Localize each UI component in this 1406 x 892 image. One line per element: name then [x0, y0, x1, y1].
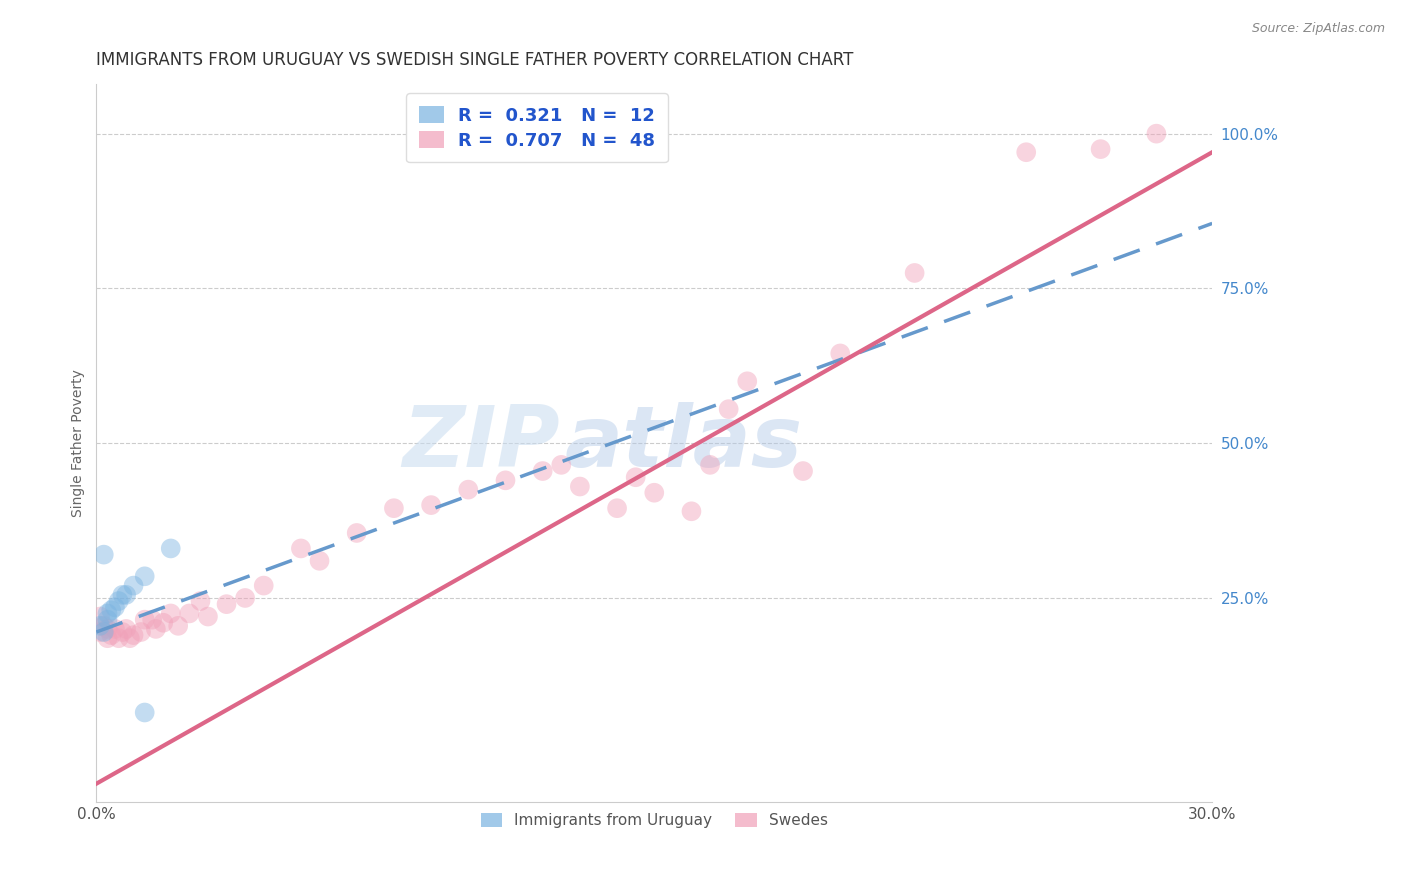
Point: [96, 607, 118, 621]
Point: [115, 588, 138, 602]
Point: [420, 498, 443, 512]
Point: [96, 631, 118, 645]
Text: IMMIGRANTS FROM URUGUAY VS SWEDISH SINGLE FATHER POVERTY CORRELATION CHART: IMMIGRANTS FROM URUGUAY VS SWEDISH SINGL…: [97, 51, 853, 69]
Text: ZIP: ZIP: [402, 401, 560, 484]
Point: [93, 548, 115, 562]
Point: [159, 607, 181, 621]
Point: [96, 622, 118, 636]
Point: [346, 525, 368, 540]
Point: [717, 402, 740, 417]
Point: [89, 619, 111, 633]
Point: [93, 619, 115, 633]
Point: [115, 622, 138, 636]
Point: [107, 594, 129, 608]
Point: [141, 613, 163, 627]
Point: [735, 374, 758, 388]
Text: atlas: atlas: [565, 401, 803, 484]
Point: [100, 628, 122, 642]
Point: [118, 631, 141, 645]
Point: [792, 464, 814, 478]
Point: [89, 609, 111, 624]
Point: [699, 458, 721, 472]
Text: Source: ZipAtlas.com: Source: ZipAtlas.com: [1251, 22, 1385, 36]
Point: [290, 541, 312, 556]
Point: [134, 613, 156, 627]
Point: [89, 625, 111, 640]
Point: [457, 483, 479, 497]
Point: [1144, 127, 1167, 141]
Point: [122, 578, 145, 592]
Point: [96, 613, 118, 627]
Point: [624, 470, 647, 484]
Point: [134, 569, 156, 583]
Point: [568, 479, 591, 493]
Point: [122, 628, 145, 642]
Point: [550, 458, 572, 472]
Point: [606, 501, 628, 516]
Point: [145, 622, 167, 636]
Point: [1090, 142, 1112, 156]
Point: [643, 485, 665, 500]
Point: [111, 625, 134, 640]
Point: [93, 625, 115, 640]
Point: [107, 631, 129, 645]
Point: [215, 597, 238, 611]
Point: [197, 609, 219, 624]
Point: [167, 619, 190, 633]
Point: [253, 578, 276, 592]
Point: [233, 591, 256, 605]
Point: [190, 594, 212, 608]
Point: [111, 588, 134, 602]
Point: [152, 615, 174, 630]
Point: [382, 501, 405, 516]
Point: [129, 625, 152, 640]
Point: [495, 473, 517, 487]
Point: [308, 554, 330, 568]
Point: [100, 603, 122, 617]
Point: [134, 706, 156, 720]
Point: [159, 541, 181, 556]
Y-axis label: Single Father Poverty: Single Father Poverty: [72, 369, 86, 517]
Point: [531, 464, 554, 478]
Point: [104, 600, 127, 615]
Point: [904, 266, 927, 280]
Point: [830, 346, 852, 360]
Point: [1015, 145, 1038, 160]
Point: [681, 504, 703, 518]
Point: [104, 622, 127, 636]
Legend: Immigrants from Uruguay, Swedes: Immigrants from Uruguay, Swedes: [475, 807, 834, 834]
Point: [179, 607, 201, 621]
